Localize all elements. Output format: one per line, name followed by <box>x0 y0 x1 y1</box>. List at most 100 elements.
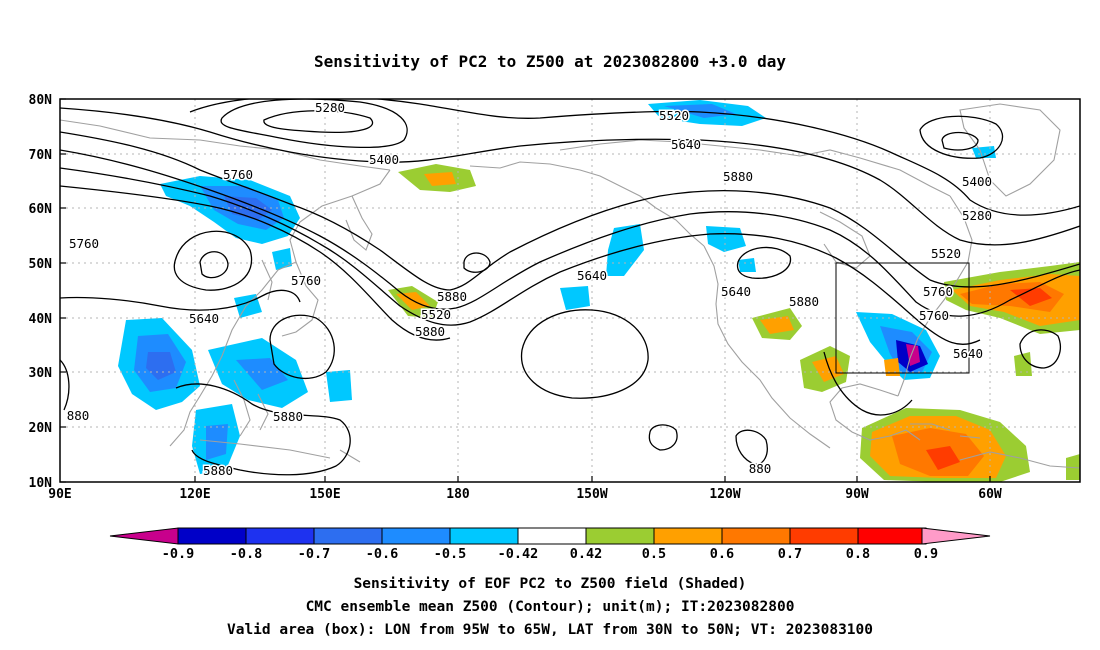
contour-low-hawaii <box>648 424 678 451</box>
colorbar-boxes <box>177 527 927 545</box>
contour-label: 5640 <box>577 268 607 283</box>
lat-label: 20N <box>29 421 53 436</box>
colorbar: -0.9 -0.8 -0.7 -0.6 -0.5 -0.42 0.42 0.5 0.6 0.7 0.… <box>109 527 991 562</box>
longitude-labels: 90E 120E 150E 180 150W 120W 90W 60W <box>48 487 1002 502</box>
lon-label: 180 <box>446 487 470 502</box>
colorbar-label: -0.8 <box>230 546 263 562</box>
coast-caribbean-islands <box>910 423 981 439</box>
contour-label: 5880 <box>723 169 753 184</box>
colorbar-box <box>381 527 451 545</box>
colorbar-label: 0.9 <box>914 546 938 562</box>
colorbar-label: -0.9 <box>162 546 195 562</box>
colorbar-label: -0.42 <box>498 546 539 562</box>
lat-label: 40N <box>29 312 53 327</box>
contour-label: 5280 <box>962 208 992 223</box>
contour-5760-asia-south <box>60 289 301 311</box>
contour-labels: 5280 5400 5520 5640 5760 5880 5400 5280 … <box>65 99 993 480</box>
lon-label: 120E <box>179 487 210 502</box>
contour-low-japan <box>173 230 253 291</box>
colorbar-box <box>245 527 315 545</box>
contour-5520-west <box>60 107 1080 246</box>
coast-greenland <box>959 103 1061 197</box>
caption-line-3: Valid area (box): LON from 95W to 65W, L… <box>227 622 873 638</box>
contour-label: 880 <box>749 461 772 476</box>
colorbar-label: 0.6 <box>710 546 734 562</box>
coast-east-us <box>897 195 973 397</box>
contour-label: 5760 <box>69 236 99 251</box>
pos-blob-atlantic-small <box>1014 352 1032 376</box>
colorbar-box <box>653 527 723 545</box>
contour-label: 5640 <box>671 137 701 152</box>
colorbar-box <box>313 527 383 545</box>
coast-gulf <box>829 383 921 441</box>
caption-line-2: CMC ensemble mean Z500 (Contour); unit(m… <box>306 599 795 615</box>
colorbar-label: 0.8 <box>846 546 870 562</box>
contour-label: 5640 <box>953 346 983 361</box>
contour-label: 5640 <box>721 284 751 299</box>
colorbar-box <box>857 527 927 545</box>
lon-label: 150W <box>576 487 607 502</box>
contour-low-greenland-inner <box>941 131 979 151</box>
contour-5880-atlantic-high <box>1019 329 1061 369</box>
colorbar-label: -0.5 <box>434 546 467 562</box>
pos-blob-bering-core <box>424 172 456 186</box>
colorbar-label: 0.42 <box>570 546 603 562</box>
grid-lines <box>60 99 1080 482</box>
contour-5400-west <box>189 99 1080 216</box>
contour-5880-west <box>60 167 981 345</box>
contour-5760-west <box>60 149 1080 317</box>
colorbar-box <box>177 527 247 545</box>
sensitivity-shading <box>118 100 1080 482</box>
coast-south-america <box>959 451 1080 469</box>
latitude-labels: 80N 70N 60N 50N 40N 30N 20N 10N <box>29 93 53 491</box>
contour-label: 5760 <box>923 284 953 299</box>
colorbar-low-triangle <box>109 527 179 545</box>
lon-label: 60W <box>978 487 1002 502</box>
caption-line-1: Sensitivity of EOF PC2 to Z500 field (Sh… <box>354 576 747 592</box>
contour-label: 5880 <box>203 463 233 478</box>
contour-label: 5880 <box>437 289 467 304</box>
pos-blob-atlantic-inner <box>1010 288 1052 306</box>
contour-5880-south <box>60 185 451 341</box>
coast-philippines <box>233 379 269 437</box>
contour-label: 5760 <box>919 308 949 323</box>
colorbar-box <box>585 527 655 545</box>
contour-5880-se-us <box>823 351 913 416</box>
contour-5880-philippine <box>175 383 351 476</box>
lon-label: 120W <box>709 487 740 502</box>
lat-label: 80N <box>29 93 53 108</box>
lon-label: 150E <box>309 487 340 502</box>
colorbar-label: 0.7 <box>778 546 802 562</box>
map-frame <box>59 98 1081 483</box>
coast-asia-north <box>60 119 391 171</box>
contour-label: 880 <box>67 408 90 423</box>
coastlines <box>60 103 1080 469</box>
lat-label: 30N <box>29 366 53 381</box>
coast-asia-east <box>169 169 391 447</box>
contour-low-pacific <box>463 252 491 273</box>
colorbar-box <box>449 527 519 545</box>
contour-label: 5520 <box>659 108 689 123</box>
coast-canada-north <box>559 139 951 197</box>
lat-label: 60N <box>29 202 53 217</box>
contour-label: 5760 <box>223 167 253 182</box>
coast-north-america-west <box>703 245 831 449</box>
contour-5880-pacific-high <box>520 309 649 399</box>
lat-label: 50N <box>29 257 53 272</box>
contour-edge-west-low <box>60 359 70 411</box>
lon-label: 90W <box>845 487 869 502</box>
pos-blob-west-us-core <box>760 316 794 334</box>
lat-label: 70N <box>29 148 53 163</box>
colorbar-box <box>721 527 791 545</box>
contour-low-canada <box>736 246 792 279</box>
contour-label: 5880 <box>789 294 819 309</box>
valid-area-box <box>835 262 970 374</box>
neg-blob-small-3 <box>326 370 352 402</box>
coast-kamchatka <box>345 195 373 251</box>
colorbar-label: 0.5 <box>642 546 666 562</box>
contour-label: 5400 <box>369 152 399 167</box>
colorbar-high-triangle <box>921 527 991 545</box>
colorbar-label: -0.7 <box>298 546 331 562</box>
contour-5640-west <box>60 131 1080 291</box>
